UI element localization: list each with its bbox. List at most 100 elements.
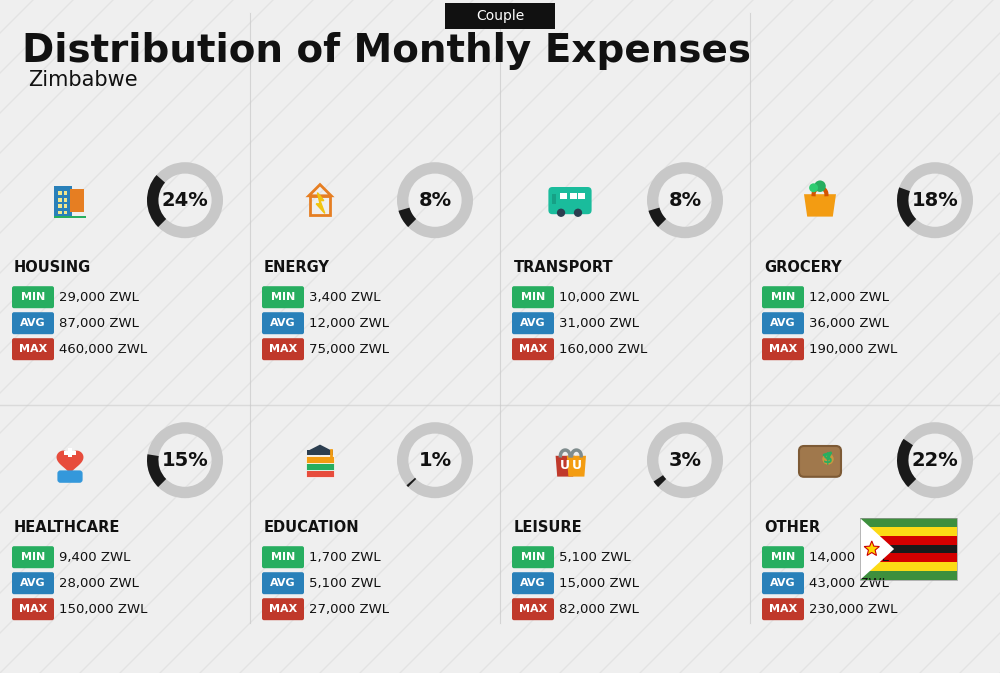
Polygon shape: [864, 541, 879, 555]
Text: AVG: AVG: [20, 578, 46, 588]
Wedge shape: [397, 422, 473, 498]
Text: MIN: MIN: [271, 553, 295, 562]
Bar: [860, 518, 957, 527]
Circle shape: [809, 183, 818, 192]
Text: MAX: MAX: [769, 344, 797, 354]
Text: 28,000 ZWL: 28,000 ZWL: [59, 577, 139, 590]
FancyBboxPatch shape: [762, 312, 804, 334]
Polygon shape: [316, 192, 325, 213]
Text: 87,000 ZWL: 87,000 ZWL: [59, 317, 139, 330]
Text: MAX: MAX: [769, 604, 797, 614]
Bar: [578, 192, 585, 199]
FancyBboxPatch shape: [12, 286, 54, 308]
Text: 82,000 ZWL: 82,000 ZWL: [559, 603, 639, 616]
FancyBboxPatch shape: [512, 312, 554, 334]
Polygon shape: [309, 445, 331, 455]
Text: MIN: MIN: [521, 292, 545, 302]
Text: 8%: 8%: [418, 190, 452, 210]
Text: 150,000 ZWL: 150,000 ZWL: [59, 603, 147, 616]
Text: AVG: AVG: [770, 318, 796, 328]
Text: 29,000 ZWL: 29,000 ZWL: [59, 291, 139, 304]
Text: 18%: 18%: [912, 190, 958, 210]
Wedge shape: [654, 475, 666, 487]
Bar: [64, 204, 67, 208]
FancyBboxPatch shape: [762, 339, 804, 360]
FancyBboxPatch shape: [762, 286, 804, 308]
Bar: [552, 194, 556, 204]
Text: 230,000 ZWL: 230,000 ZWL: [809, 603, 897, 616]
Text: 160,000 ZWL: 160,000 ZWL: [559, 343, 647, 356]
Text: EDUCATION: EDUCATION: [264, 520, 360, 535]
Text: 75,000 ZWL: 75,000 ZWL: [309, 343, 389, 356]
Wedge shape: [147, 422, 223, 498]
Text: 1,700 ZWL: 1,700 ZWL: [309, 551, 381, 564]
Text: MIN: MIN: [771, 553, 795, 562]
FancyBboxPatch shape: [262, 598, 304, 621]
Bar: [58, 204, 62, 208]
Text: TRANSPORT: TRANSPORT: [514, 260, 614, 275]
Bar: [860, 571, 957, 580]
FancyBboxPatch shape: [762, 572, 804, 594]
Bar: [307, 450, 333, 455]
FancyBboxPatch shape: [12, 312, 54, 334]
Circle shape: [822, 453, 834, 466]
Bar: [54, 186, 72, 218]
Text: 24%: 24%: [162, 190, 208, 210]
Text: 15,000 ZWL: 15,000 ZWL: [559, 577, 639, 590]
Bar: [54, 216, 86, 218]
Text: MAX: MAX: [269, 344, 297, 354]
Text: MAX: MAX: [519, 604, 547, 614]
Wedge shape: [406, 478, 416, 487]
FancyBboxPatch shape: [445, 3, 555, 29]
Bar: [68, 448, 72, 458]
Text: MIN: MIN: [21, 553, 45, 562]
Text: 3,400 ZWL: 3,400 ZWL: [309, 291, 380, 304]
Wedge shape: [897, 162, 973, 238]
FancyBboxPatch shape: [12, 598, 54, 621]
Text: GROCERY: GROCERY: [764, 260, 842, 275]
Text: AVG: AVG: [770, 578, 796, 588]
Text: 12,000 ZWL: 12,000 ZWL: [309, 317, 389, 330]
Polygon shape: [567, 456, 586, 476]
Text: AVG: AVG: [270, 578, 296, 588]
FancyBboxPatch shape: [12, 339, 54, 360]
Text: 15%: 15%: [162, 451, 208, 470]
Text: 9,400 ZWL: 9,400 ZWL: [59, 551, 130, 564]
Text: AVG: AVG: [270, 318, 296, 328]
Wedge shape: [647, 422, 723, 498]
Bar: [64, 211, 67, 215]
Polygon shape: [57, 450, 83, 475]
FancyBboxPatch shape: [762, 546, 804, 568]
Text: 36,000 ZWL: 36,000 ZWL: [809, 317, 889, 330]
Bar: [64, 198, 67, 201]
Text: MIN: MIN: [271, 292, 295, 302]
Wedge shape: [649, 208, 666, 227]
Text: Couple: Couple: [476, 9, 524, 23]
Text: MAX: MAX: [519, 344, 547, 354]
Text: 8%: 8%: [668, 190, 702, 210]
Text: HEALTHCARE: HEALTHCARE: [14, 520, 120, 535]
Text: OTHER: OTHER: [764, 520, 820, 535]
Bar: [64, 451, 76, 455]
Text: 22%: 22%: [912, 451, 958, 470]
Text: U: U: [560, 459, 570, 472]
Text: ENERGY: ENERGY: [264, 260, 330, 275]
Wedge shape: [897, 187, 916, 227]
Bar: [58, 211, 62, 215]
Bar: [860, 527, 957, 536]
Bar: [860, 544, 957, 553]
Wedge shape: [397, 162, 473, 238]
FancyBboxPatch shape: [512, 546, 554, 568]
FancyBboxPatch shape: [262, 312, 304, 334]
FancyBboxPatch shape: [57, 470, 83, 483]
Text: AVG: AVG: [20, 318, 46, 328]
Text: Zimbabwe: Zimbabwe: [28, 70, 138, 90]
Text: Distribution of Monthly Expenses: Distribution of Monthly Expenses: [22, 32, 751, 70]
FancyBboxPatch shape: [512, 286, 554, 308]
Text: 1%: 1%: [418, 451, 452, 470]
Wedge shape: [399, 208, 416, 227]
Bar: [306, 456, 334, 462]
FancyBboxPatch shape: [512, 598, 554, 621]
FancyBboxPatch shape: [12, 572, 54, 594]
Bar: [570, 192, 577, 199]
